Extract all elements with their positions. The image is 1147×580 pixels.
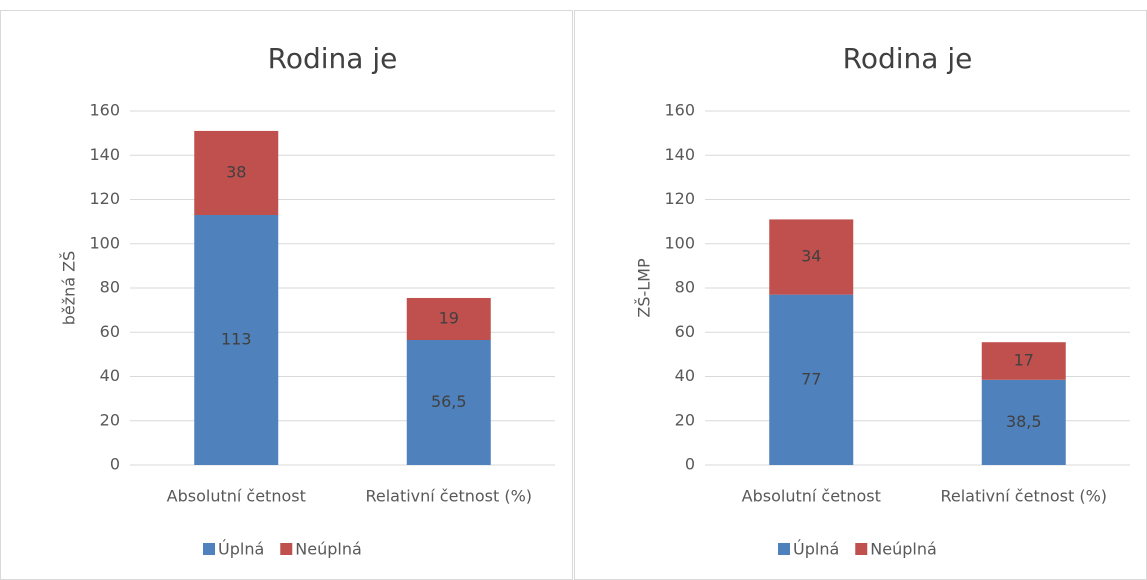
- y-tick-label: 160: [89, 101, 120, 120]
- data-label: 77: [801, 369, 821, 388]
- legend-label: Neúplná: [295, 540, 362, 559]
- y-tick-label: 140: [89, 145, 120, 164]
- data-label: 38: [226, 162, 246, 181]
- y-tick-label: 80: [675, 278, 695, 297]
- y-tick-label: 80: [100, 278, 120, 297]
- chart-title: Rodina je: [843, 42, 973, 75]
- legend-swatch: [855, 543, 868, 555]
- y-tick-label: 40: [100, 366, 120, 385]
- y-tick-label: 100: [664, 233, 695, 252]
- bar-segment: [769, 294, 854, 465]
- y-tick-label: 40: [675, 366, 695, 385]
- bar-segment: [406, 339, 491, 465]
- legend-swatch: [203, 543, 215, 555]
- y-tick-label: 20: [675, 410, 695, 429]
- legend-label: Úplná: [218, 540, 264, 559]
- x-tick-label: Absolutní četnost: [167, 487, 306, 506]
- x-tick-label: Relativní četnost (%): [365, 487, 532, 506]
- y-axis-label: běžná ZŠ: [60, 251, 79, 326]
- bar-segment: [194, 214, 279, 465]
- bar-segment: [981, 379, 1066, 465]
- y-tick-label: 120: [89, 189, 120, 208]
- data-label: 38,5: [1006, 412, 1042, 431]
- chart-title: Rodina je: [268, 42, 398, 75]
- y-tick-label: 140: [664, 145, 695, 164]
- data-label: 19: [439, 308, 459, 327]
- bar-segment: [406, 297, 491, 340]
- bar-segment: [194, 130, 279, 215]
- y-tick-label: 60: [675, 322, 695, 341]
- x-tick-label: Absolutní četnost: [742, 487, 881, 506]
- bar-segment: [981, 342, 1066, 380]
- y-tick-label: 20: [100, 410, 120, 429]
- y-tick-label: 0: [110, 455, 120, 474]
- data-label: 56,5: [431, 392, 467, 411]
- bar-segment: [769, 219, 854, 295]
- y-tick-label: 60: [100, 322, 120, 341]
- legend-label: Neúplná: [870, 540, 937, 559]
- y-axis-label: ZŠ-LMP: [635, 258, 654, 318]
- data-label: 113: [221, 329, 252, 348]
- legend-swatch: [280, 543, 293, 555]
- y-tick-label: 160: [664, 101, 695, 120]
- y-tick-label: 0: [685, 455, 695, 474]
- legend-swatch: [778, 543, 790, 555]
- data-label: 34: [801, 247, 821, 266]
- legend-label: Úplná: [793, 540, 839, 559]
- y-tick-label: 100: [89, 233, 120, 252]
- x-tick-label: Relativní četnost (%): [940, 487, 1107, 506]
- y-tick-label: 120: [664, 189, 695, 208]
- data-label: 17: [1014, 351, 1034, 370]
